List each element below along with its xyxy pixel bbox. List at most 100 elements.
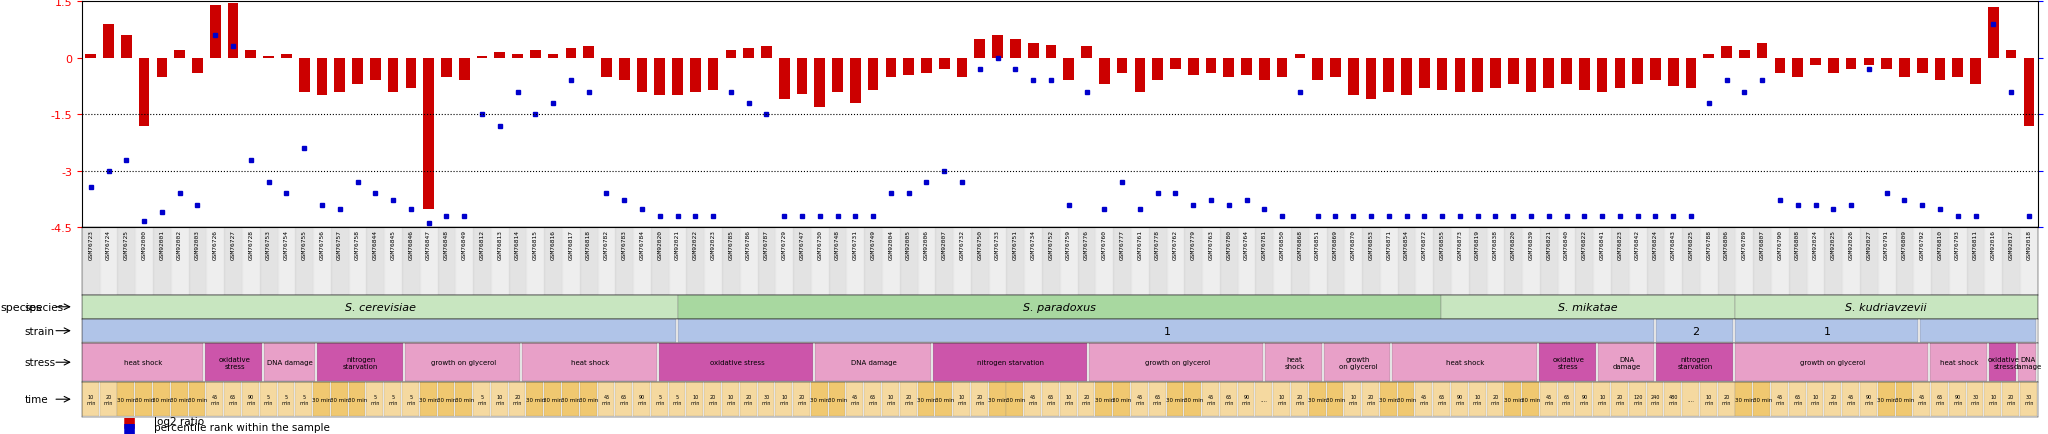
Text: 20
min: 20 min [104,394,113,404]
FancyBboxPatch shape [1896,383,1913,416]
FancyBboxPatch shape [739,383,756,416]
Text: GSM76753: GSM76753 [266,229,270,259]
FancyBboxPatch shape [1647,383,1663,416]
Bar [918,228,936,295]
Bar [1681,228,1700,295]
Bar [1450,228,1468,295]
Bar [723,228,739,295]
FancyBboxPatch shape [1772,383,1788,416]
Text: 30 min: 30 min [543,397,563,402]
FancyBboxPatch shape [1825,383,1841,416]
Text: 5
min: 5 min [655,394,664,404]
Bar [952,228,971,295]
FancyBboxPatch shape [526,383,543,416]
FancyBboxPatch shape [100,383,117,416]
Text: 30 min: 30 min [152,397,172,402]
Bar [1169,59,1182,70]
FancyBboxPatch shape [1309,383,1325,416]
FancyBboxPatch shape [1628,383,1647,416]
FancyBboxPatch shape [614,383,633,416]
Text: 240
min: 240 min [1651,394,1661,404]
FancyBboxPatch shape [1921,319,2036,342]
Text: GSM76810: GSM76810 [1937,229,1942,259]
Text: GSM92021: GSM92021 [676,229,680,259]
Bar [793,228,811,295]
FancyBboxPatch shape [1274,383,1290,416]
Bar [1473,59,1483,92]
Text: 10
min: 10 min [496,394,504,404]
Bar [672,59,682,96]
Bar [936,228,952,295]
Text: 45
min: 45 min [602,394,610,404]
Text: stress: stress [25,358,55,367]
Bar [1329,59,1341,77]
FancyBboxPatch shape [1077,383,1094,416]
Bar [1380,228,1397,295]
Bar [1010,40,1020,59]
Text: 480
min: 480 min [1669,394,1677,404]
Text: GSM76763: GSM76763 [1208,229,1214,259]
Bar [1810,59,1821,66]
Text: GSM76868: GSM76868 [1296,229,1303,259]
Bar [1135,59,1145,92]
Text: DNA
damage: DNA damage [2013,356,2042,369]
Text: growth on glycerol: growth on glycerol [1145,359,1210,365]
Text: time: time [25,395,49,404]
FancyBboxPatch shape [420,383,436,416]
Bar [633,228,651,295]
Bar [1221,228,1237,295]
Text: 30
min: 30 min [1970,394,1980,404]
Bar [1882,59,1892,70]
FancyBboxPatch shape [793,383,809,416]
Text: GSM92026: GSM92026 [1849,229,1853,259]
Bar [102,25,115,59]
Text: GSM76843: GSM76843 [1671,229,1675,259]
Text: GSM92002: GSM92002 [178,229,182,259]
FancyBboxPatch shape [522,344,657,381]
Bar [1950,228,1966,295]
Bar [1898,59,1909,77]
FancyBboxPatch shape [1575,383,1591,416]
Text: 65
min: 65 min [1047,394,1055,404]
Bar [1327,228,1343,295]
Bar [1274,228,1290,295]
FancyBboxPatch shape [1950,383,1966,416]
Text: GSM76820: GSM76820 [1511,229,1516,259]
Text: GSM76729: GSM76729 [782,229,786,259]
Bar [883,228,899,295]
FancyBboxPatch shape [815,344,930,381]
Bar [1419,59,1430,89]
Bar [1294,55,1305,59]
Text: 30 min: 30 min [135,397,154,402]
Text: 30 min: 30 min [561,397,580,402]
Text: GSM76791: GSM76791 [1884,229,1888,259]
Text: 30 min: 30 min [1325,397,1346,402]
FancyBboxPatch shape [1442,295,1735,319]
Text: GSM76781: GSM76781 [1262,229,1268,259]
Text: 2: 2 [1692,326,1700,336]
Bar [1593,228,1612,295]
Text: DNA
damage: DNA damage [1614,356,1640,369]
Bar [1397,228,1415,295]
FancyBboxPatch shape [82,319,676,342]
FancyBboxPatch shape [936,383,952,416]
FancyBboxPatch shape [401,383,418,416]
Text: 5
min: 5 min [264,394,272,404]
Bar [1006,228,1024,295]
Bar [170,228,188,295]
Bar [561,228,580,295]
Text: 20
min: 20 min [2007,394,2015,404]
Text: GSM76813: GSM76813 [498,229,502,259]
Text: nitrogen
starvation: nitrogen starvation [342,356,379,369]
FancyBboxPatch shape [1061,383,1077,416]
Text: S. mikatae: S. mikatae [1559,302,1618,312]
Text: 20
min: 20 min [1491,394,1499,404]
Bar [82,228,100,295]
Text: 65
min: 65 min [1563,394,1571,404]
Text: 45
min: 45 min [1544,394,1554,404]
Text: 5
min: 5 min [283,394,291,404]
Text: GSM76756: GSM76756 [319,229,324,259]
Text: GSM92017: GSM92017 [2009,229,2013,259]
Bar [1772,228,1788,295]
Text: 30 min: 30 min [1184,397,1202,402]
